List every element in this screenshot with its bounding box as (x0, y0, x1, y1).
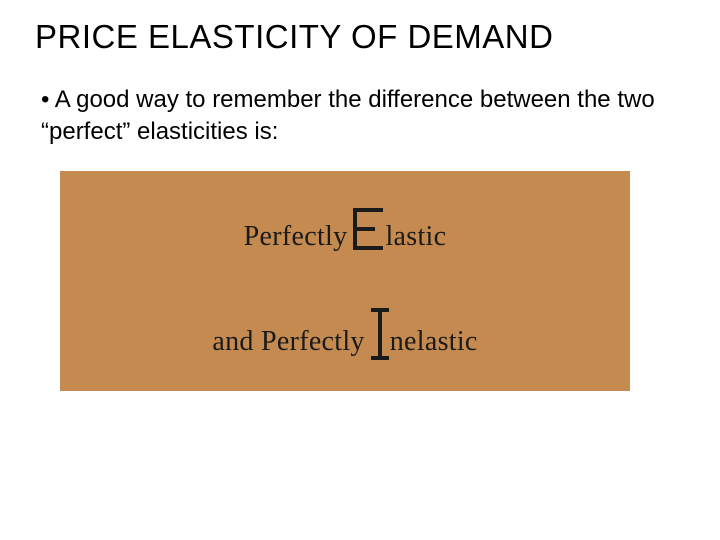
big-letter-e-wrap: lastic (353, 203, 446, 253)
slide-title: PRICE ELASTICITY OF DEMAND (35, 18, 685, 56)
mnemonic-row-elastic: Perfectly lastic (244, 203, 447, 253)
mnemonic-rest-2: nelastic (390, 326, 478, 358)
mnemonic-prefix-2: and Perfectly (212, 326, 364, 358)
mnemonic-prefix-1: Perfectly (244, 221, 348, 253)
letter-e-icon (353, 208, 383, 250)
mnemonic-box: Perfectly lastic and Perfectly nelastic (60, 171, 630, 391)
letter-i-icon (371, 308, 389, 360)
big-letter-i-wrap: nelastic (371, 298, 478, 358)
bullet-paragraph: • A good way to remember the difference … (35, 84, 685, 149)
mnemonic-row-inelastic: and Perfectly nelastic (212, 298, 477, 358)
mnemonic-rest-1: lastic (385, 221, 446, 253)
